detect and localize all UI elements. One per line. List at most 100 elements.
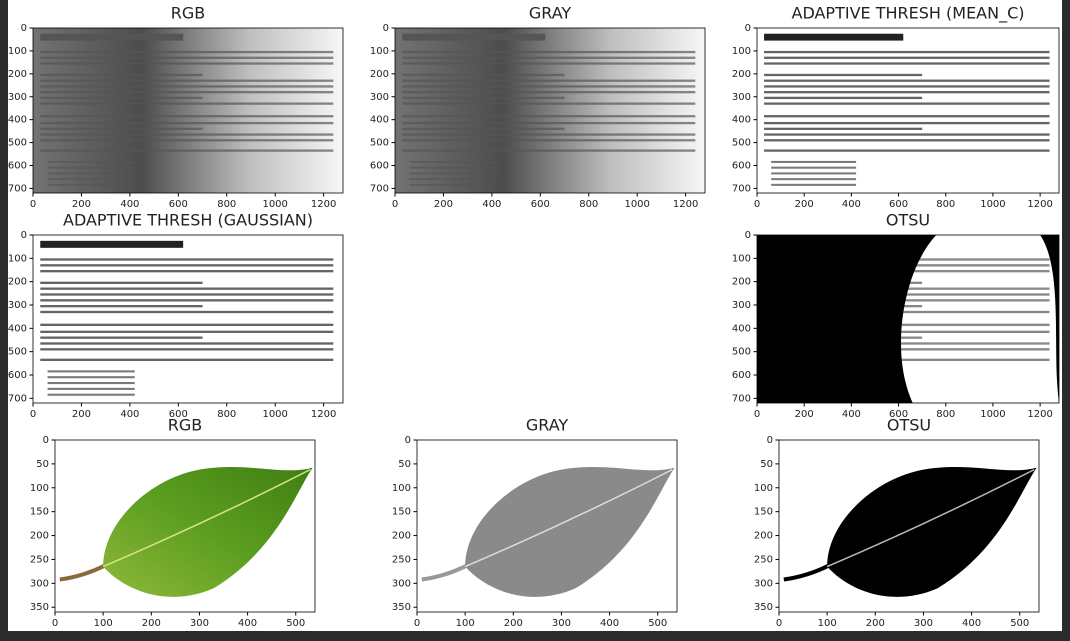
panel-title: RGB [171,4,206,23]
matrix-row [47,393,135,396]
text-line [402,73,565,77]
y-tick-label: 100 [732,253,751,264]
stem [421,563,469,582]
y-tick-label: 250 [754,554,773,565]
axes-frame [54,439,316,613]
x-tick-label: 200 [795,409,814,420]
y-tick-label: 300 [392,578,411,589]
y-tick-label: 50 [398,459,411,470]
x-tick-label: 0 [392,199,398,210]
heading [40,33,184,41]
axes-frame [32,234,344,404]
text-line [764,85,1050,88]
y-tick-label: 400 [8,115,27,126]
text-line [402,115,696,118]
panel-title: OTSU [886,211,930,230]
y-tick-label: 200 [754,531,773,542]
x-tick-label: 1200 [311,409,336,420]
matrix-row [47,178,135,181]
text-line [40,270,334,273]
x-tick-label: 1200 [1027,409,1052,420]
y-tick-label: 200 [732,277,751,288]
text-line [764,62,1050,65]
text-line [40,50,334,54]
y-tick-label: 700 [370,183,389,194]
y-tick-label: 100 [754,483,773,494]
y-tick-label: 50 [760,459,773,470]
image-panel [395,28,705,193]
y-tick-label: 500 [8,138,27,149]
text-line [40,133,334,136]
leaf [827,467,1037,597]
axes-frame [756,27,1060,194]
y-tick-label: 300 [30,578,49,589]
midrib [826,468,1035,568]
x-tick-label: 200 [72,409,91,420]
y-tick-label: 0 [43,435,49,446]
y-tick-label: 100 [8,46,27,57]
text-line [764,127,923,130]
x-tick-label: 0 [30,409,36,420]
y-tick-label: 200 [8,277,27,288]
x-tick-label: 300 [914,618,933,629]
text-line [764,102,1050,105]
text-line [40,139,334,142]
matrix-row [771,160,857,163]
image [33,235,343,403]
x-tick-label: 400 [120,199,139,210]
text-line [40,85,334,88]
x-tick-label: 500 [1010,618,1029,629]
panel-title: ADAPTIVE THRESH (MEAN_C) [792,4,1025,24]
text-line [764,115,1050,118]
x-tick-label: 400 [600,618,619,629]
axes-frame [32,27,344,194]
text-line [402,121,696,125]
text-line [40,115,334,118]
text-line [764,358,1050,361]
text-line [40,348,334,351]
text-line [40,310,334,314]
y-tick-label: 300 [732,92,751,103]
text-line [40,127,203,130]
y-tick-label: 600 [732,370,751,381]
x-tick-label: 800 [936,409,955,420]
image-panel [33,28,343,193]
x-tick-label: 0 [30,199,36,210]
panel-title: RGB [168,416,203,435]
heading [764,33,904,41]
image-panel [757,235,1059,403]
stem [59,563,107,582]
text-line [402,79,696,82]
x-tick-label: 800 [936,199,955,210]
midrib [464,468,673,568]
text-line [402,127,565,130]
y-tick-label: 200 [392,531,411,542]
y-tick-label: 0 [383,23,389,34]
midrib [102,468,311,568]
heading [40,240,184,248]
x-tick-label: 600 [531,199,550,210]
y-tick-label: 200 [370,69,389,80]
x-tick-label: 1000 [624,199,649,210]
text-line [40,96,203,100]
text-line [764,348,1050,351]
x-tick-label: 1000 [980,409,1005,420]
y-tick-label: 150 [754,507,773,518]
x-tick-label: 400 [842,409,861,420]
stem [783,563,831,582]
y-tick-label: 200 [30,531,49,542]
text-line [40,293,334,296]
y-tick-label: 250 [392,554,411,565]
x-tick-label: 200 [434,199,453,210]
y-tick-label: 300 [732,300,751,311]
panel-title: ADAPTIVE THRESH (GAUSSIAN) [63,211,313,230]
image-panel [33,235,343,403]
text-line [40,281,203,284]
panel-title: OTSU [887,416,931,435]
x-tick-label: 1000 [262,199,287,210]
y-tick-label: 300 [8,92,27,103]
y-tick-label: 0 [405,435,411,446]
y-tick-label: 150 [392,507,411,518]
y-tick-label: 250 [30,554,49,565]
